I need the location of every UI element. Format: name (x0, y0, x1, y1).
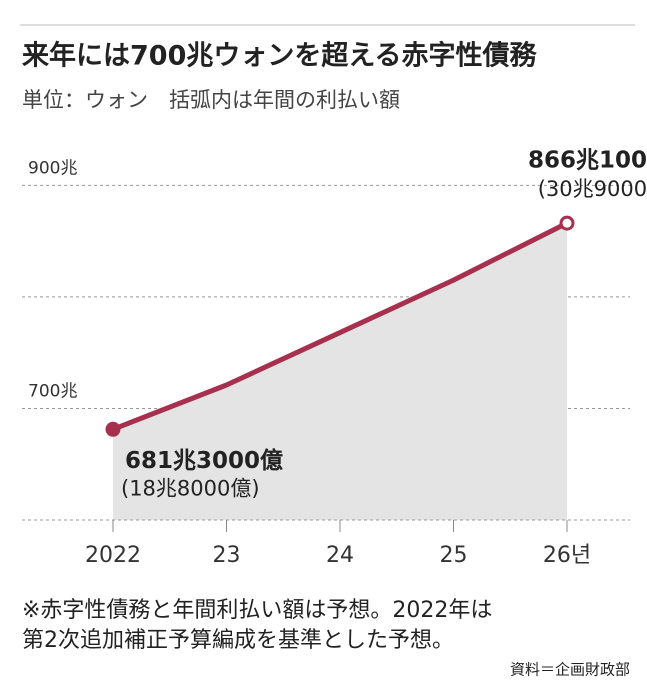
y-tick-label: 900兆 (28, 158, 77, 178)
source: 資料＝企画財政部 (510, 661, 630, 679)
chart-subtitle: 単位：ウォン 括弧内は年間の利払い額 (22, 88, 400, 112)
x-tick-label: 2022 (85, 543, 141, 568)
line (112, 220, 569, 432)
point (105, 421, 121, 437)
x-tick-label: 26년 (543, 543, 591, 568)
value-label: 866兆1000億 (528, 147, 647, 174)
annotation: (18兆8000億) (121, 476, 260, 500)
footnote: 第2次追加補正予算編成を基準とした予想。 (22, 628, 454, 653)
x-tick-label: 23 (213, 543, 241, 568)
value-label: 681兆3000億 (125, 447, 283, 474)
annotation: (30兆9000億) (538, 177, 647, 201)
point (559, 215, 575, 231)
x-tick-label: 25 (440, 543, 468, 568)
chart-title: 来年には700兆ウォンを超える赤字性債務 (22, 40, 538, 72)
y-tick-label: 700兆 (28, 381, 77, 401)
x-tick-label: 24 (326, 543, 354, 568)
footnote: ※赤字性債務と年間利払い額は予想。2022年は (22, 598, 492, 623)
area (113, 223, 567, 520)
